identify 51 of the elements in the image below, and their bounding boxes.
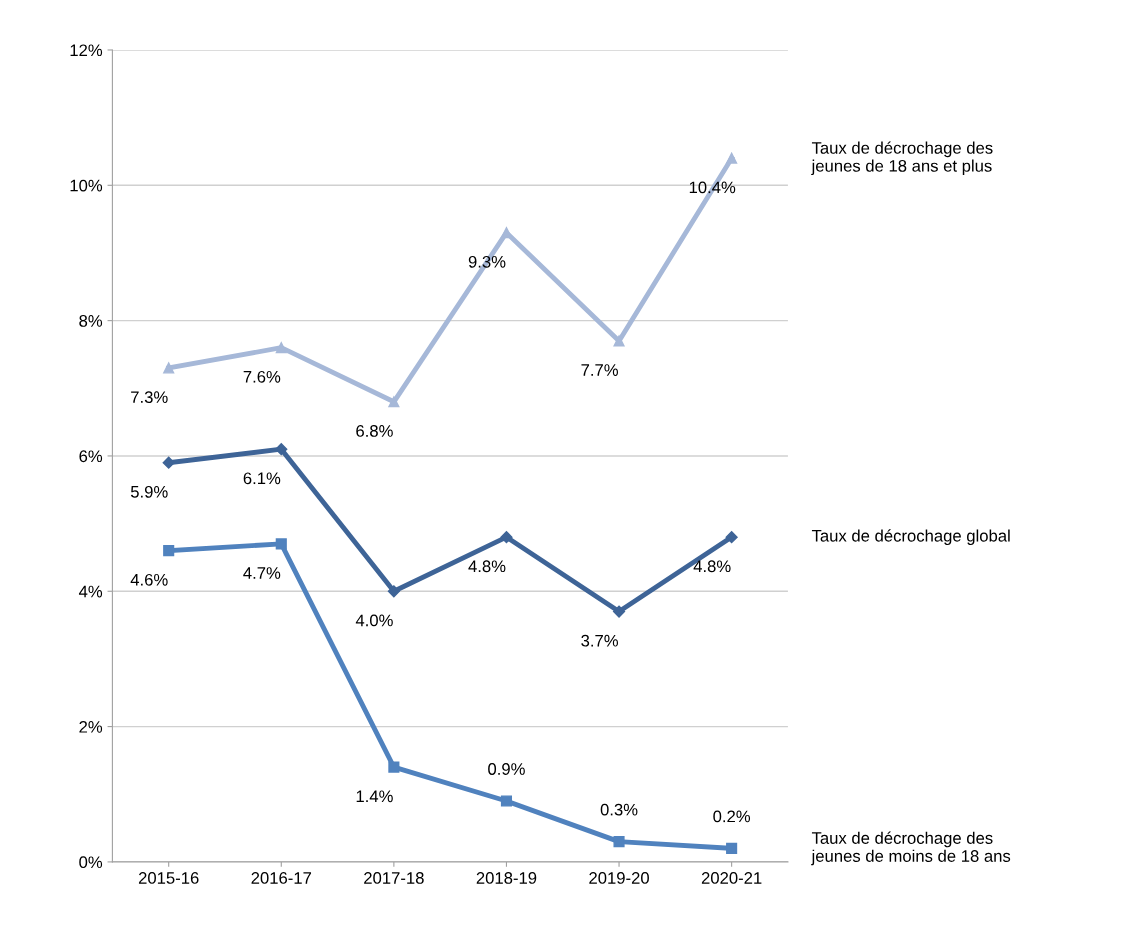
point	[388, 396, 400, 408]
point	[275, 342, 287, 354]
point	[275, 538, 287, 550]
data-label: 9.3%	[468, 255, 506, 268]
x-tick-label: 2019-20	[589, 872, 649, 884]
data-label: 4.8%	[468, 560, 506, 573]
point	[163, 545, 175, 557]
y-tick-label: 10%	[70, 179, 103, 192]
y-tick-label: 4%	[78, 585, 103, 598]
data-label: 10.4%	[689, 181, 736, 194]
point	[163, 362, 175, 374]
data-label: 0.2%	[713, 810, 751, 823]
y-tick-label: 8%	[79, 315, 103, 327]
point	[726, 842, 738, 854]
x-tick-label: 2017-18	[364, 872, 424, 884]
point	[388, 761, 400, 773]
data-label: 7.3%	[131, 391, 168, 404]
point	[726, 152, 738, 164]
text: Taux de décrochage des jeunes de moins de 18 ans	[811, 831, 1011, 866]
x-tick-label: 2020-21	[701, 872, 762, 884]
data-label: 4.6%	[130, 573, 168, 586]
point	[500, 531, 513, 544]
point	[500, 795, 513, 807]
data-label: 0.3%	[600, 803, 638, 816]
point	[725, 531, 738, 544]
point	[387, 585, 400, 598]
text: Taux de décrochage global	[811, 529, 1010, 545]
data-label: 6.8%	[356, 425, 393, 437]
text: Taux de décrochage des jeunes de 18 ans et plus	[811, 141, 993, 176]
point	[613, 836, 625, 848]
data-label: 6.1%	[243, 472, 281, 485]
point	[613, 335, 625, 347]
data-label: 5.9%	[130, 485, 168, 498]
data-label: 0.9%	[488, 763, 525, 775]
x-tick-label: 2018-19	[476, 872, 537, 884]
point	[612, 605, 626, 618]
x-tick-label: 2016-17	[251, 872, 312, 884]
y-tick-label: 6%	[79, 450, 103, 463]
data-label: 3.7%	[581, 634, 618, 647]
y-tick-label: 12%	[70, 44, 103, 57]
data-label: 7.7%	[581, 364, 618, 376]
data-label: 4.8%	[693, 560, 731, 573]
x-tick-label: 2015-16	[138, 872, 199, 884]
point	[275, 443, 288, 456]
data-label: 4.7%	[243, 567, 281, 579]
data-label: 1.4%	[356, 790, 393, 803]
point	[162, 456, 175, 469]
y-tick-label: 2%	[79, 720, 103, 733]
data-label: 4.0%	[355, 614, 393, 627]
data-label: 7.6%	[243, 370, 281, 383]
y-tick-label: 0%	[79, 856, 103, 869]
